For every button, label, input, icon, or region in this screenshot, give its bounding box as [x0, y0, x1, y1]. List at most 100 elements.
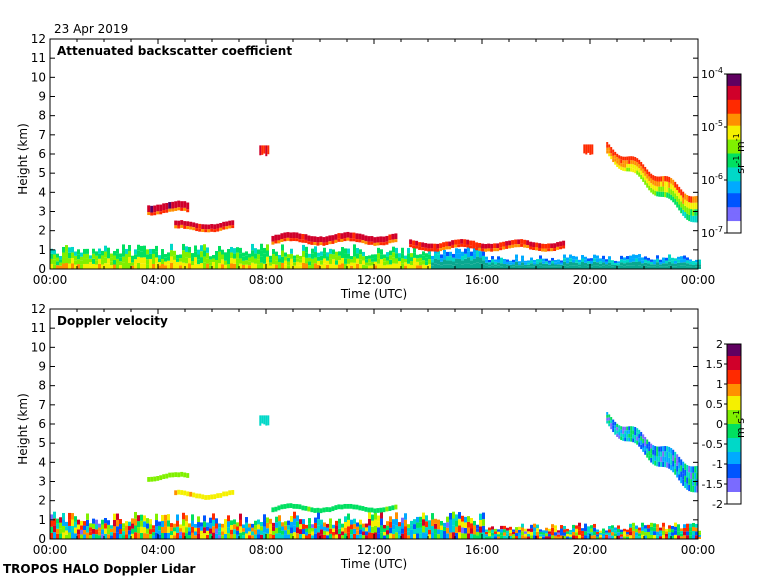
- backscatter-x-axis-label: Time (UTC): [340, 287, 407, 301]
- colorbar-segment: [727, 386, 741, 389]
- feature-cloud-patch: [259, 145, 270, 157]
- x-tick-label: 12:00: [357, 543, 392, 557]
- colorbar-segment: [727, 227, 741, 230]
- colorbar-tick-label: 2: [716, 338, 723, 351]
- colorbar-segment: [727, 217, 741, 220]
- colorbar-segment: [727, 482, 741, 485]
- colorbar-segment: [727, 147, 741, 151]
- feature-cloud-layer: [147, 471, 190, 482]
- y-tick-label: 0: [38, 532, 46, 546]
- colorbar-segment: [727, 420, 741, 423]
- y-tick-label: 6: [38, 417, 46, 431]
- colorbar-segment: [727, 99, 741, 103]
- feature-boundary-layer: [50, 243, 701, 269]
- colorbar-segment: [727, 113, 741, 117]
- colorbar-segment: [727, 75, 741, 79]
- colorbar-segment: [727, 115, 741, 119]
- colorbar-segment: [727, 466, 741, 469]
- x-tick-label: 00:00: [33, 273, 68, 287]
- colorbar-segment: [727, 378, 741, 381]
- backscatter-title: Attenuated backscatter coefficient: [57, 44, 292, 58]
- colorbar-segment: [727, 488, 741, 491]
- colorbar-segment: [727, 89, 741, 93]
- colorbar-segment: [727, 352, 741, 355]
- colorbar-segment: [727, 446, 741, 449]
- colorbar-segment: [727, 199, 741, 202]
- colorbar-segment: [727, 129, 741, 133]
- doppler-heatmap: [50, 412, 701, 539]
- colorbar-tick-label: 10-4: [701, 66, 723, 81]
- colorbar-segment: [727, 484, 741, 487]
- colorbar-segment: [727, 502, 741, 505]
- colorbar-segment: [727, 440, 741, 443]
- y-tick-label: 1: [38, 243, 46, 257]
- colorbar-tick-label: -1: [712, 458, 723, 471]
- colorbar-tick-label: 1: [716, 378, 723, 391]
- colorbar-segment: [727, 408, 741, 411]
- colorbar-segment: [727, 398, 741, 401]
- colorbar-segment: [727, 179, 741, 182]
- colorbar-segment: [727, 430, 741, 433]
- colorbar-segment: [727, 193, 741, 196]
- colorbar-segment: [727, 83, 741, 87]
- x-tick-label: 08:00: [249, 273, 284, 287]
- colorbar-segment: [727, 348, 741, 351]
- y-tick-label: 8: [38, 379, 46, 393]
- colorbar-segment: [727, 414, 741, 417]
- colorbar-segment: [727, 496, 741, 499]
- colorbar-segment: [727, 197, 741, 200]
- colorbar-segment: [727, 350, 741, 353]
- colorbar-segment: [727, 422, 741, 425]
- colorbar-segment: [727, 374, 741, 377]
- colorbar-segment: [727, 137, 741, 141]
- colorbar-segment: [727, 442, 741, 445]
- x-tick-label: 20:00: [573, 273, 608, 287]
- colorbar-segment: [727, 95, 741, 99]
- colorbar-segment: [727, 161, 741, 165]
- colorbar-segment: [727, 207, 741, 210]
- colorbar-segment: [727, 448, 741, 451]
- colorbar-segment: [727, 498, 741, 501]
- backscatter-heatmap: [50, 142, 701, 269]
- y-tick-label: 5: [38, 166, 46, 180]
- colorbar-segment: [727, 74, 741, 77]
- colorbar-segment: [727, 376, 741, 379]
- colorbar-segment: [727, 392, 741, 395]
- doppler-title: Doppler velocity: [57, 314, 168, 328]
- feature-cloud-patch: [259, 415, 270, 426]
- colorbar-frame: [726, 73, 742, 234]
- colorbar-segment: [727, 183, 741, 186]
- colorbar-segment: [727, 155, 741, 159]
- colorbar-segment: [727, 85, 741, 89]
- colorbar-segment: [727, 364, 741, 367]
- colorbar-segment: [727, 91, 741, 95]
- x-tick-label: 16:00: [465, 273, 500, 287]
- colorbar-segment: [727, 394, 741, 397]
- x-tick-label: 00:00: [681, 543, 716, 557]
- colorbar-segment: [727, 127, 741, 131]
- colorbar-segment: [727, 390, 741, 393]
- colorbar-segment: [727, 221, 741, 224]
- feature-cloud-layer: [174, 489, 235, 500]
- colorbar-segment: [727, 362, 741, 365]
- feature-cloud-layer: [147, 200, 190, 216]
- feature-cloud-patch: [583, 144, 594, 155]
- colorbar-segment: [727, 450, 741, 453]
- colorbar-segment: [727, 145, 741, 149]
- colorbar-segment: [727, 500, 741, 503]
- colorbar-segment: [727, 438, 741, 441]
- y-tick-label: 3: [38, 475, 46, 489]
- colorbar-tick-label: 10-5: [701, 119, 723, 134]
- y-tick-label: 8: [38, 109, 46, 123]
- colorbar-segment: [727, 426, 741, 429]
- doppler-colorbar-label: m s-1: [732, 410, 747, 438]
- colorbar-segment: [727, 107, 741, 111]
- colorbar-segment: [727, 185, 741, 188]
- x-tick-label: 00:00: [33, 543, 68, 557]
- colorbar-segment: [727, 167, 741, 170]
- colorbar-tick-label: -1.5: [702, 478, 723, 491]
- colorbar-segment: [727, 153, 741, 157]
- colorbar-segment: [727, 492, 741, 495]
- feature-cloud-layer: [174, 220, 235, 233]
- colorbar-segment: [727, 79, 741, 83]
